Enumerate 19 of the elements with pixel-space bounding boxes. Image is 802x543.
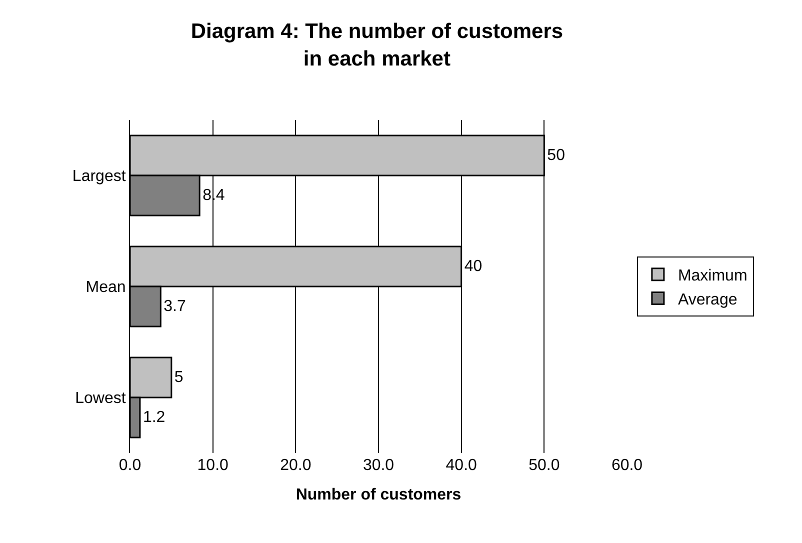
y-tick-label: Largest <box>72 168 126 186</box>
x-tick-label: 0.0 <box>118 457 142 474</box>
x-tick-label: 10.0 <box>197 457 228 474</box>
data-label: 40 <box>464 258 482 276</box>
chart-title: Diagram 4: The number of customers in each market <box>190 20 564 70</box>
data-label: 5 <box>174 369 184 386</box>
x-tick-label: 20.0 <box>280 457 312 474</box>
y-tick-label: Mean <box>86 279 126 296</box>
x-tick-label: 50.0 <box>528 457 560 474</box>
legend-label: Average <box>678 291 738 308</box>
data-label: 1.2 <box>142 408 166 426</box>
data-label: 3.7 <box>164 298 186 315</box>
y-tick-label: Lowest <box>75 390 126 408</box>
x-tick-label: 30.0 <box>362 457 394 474</box>
data-label: 50 <box>547 147 566 164</box>
x-axis-title: Number of customers <box>296 486 462 504</box>
legend-label: Maximum <box>678 268 748 285</box>
x-tick-label: 40.0 <box>446 457 477 474</box>
x-tick-label: 60.0 <box>611 457 643 474</box>
